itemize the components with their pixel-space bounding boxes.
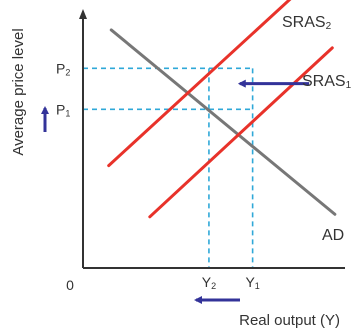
guide-lines bbox=[83, 67, 254, 268]
curve-label-sras1: SRAS1 bbox=[302, 73, 352, 91]
x-axis-label: Real output (Y) bbox=[239, 312, 340, 329]
curve-sras2 bbox=[107, 0, 292, 168]
tick-label-p2: P2 bbox=[56, 60, 70, 77]
y-axis-label: Average price level bbox=[10, 28, 27, 155]
curve-ad bbox=[109, 28, 337, 216]
axes bbox=[79, 9, 345, 269]
curve-sras1 bbox=[148, 46, 334, 219]
annotation-arrows bbox=[41, 79, 310, 304]
curve-label-sras2: SRAS2 bbox=[282, 14, 332, 32]
curve-label-ad: AD bbox=[322, 227, 344, 244]
origin-label: 0 bbox=[66, 277, 74, 293]
tick-label-y1: Y1 bbox=[245, 274, 259, 291]
curves bbox=[107, 0, 337, 219]
tick-label-y2: Y2 bbox=[202, 274, 216, 291]
tick-label-p1: P1 bbox=[56, 101, 70, 118]
labels: AD SRAS2 SRAS1 P2 P1 Y2 Y1 bbox=[56, 14, 352, 291]
